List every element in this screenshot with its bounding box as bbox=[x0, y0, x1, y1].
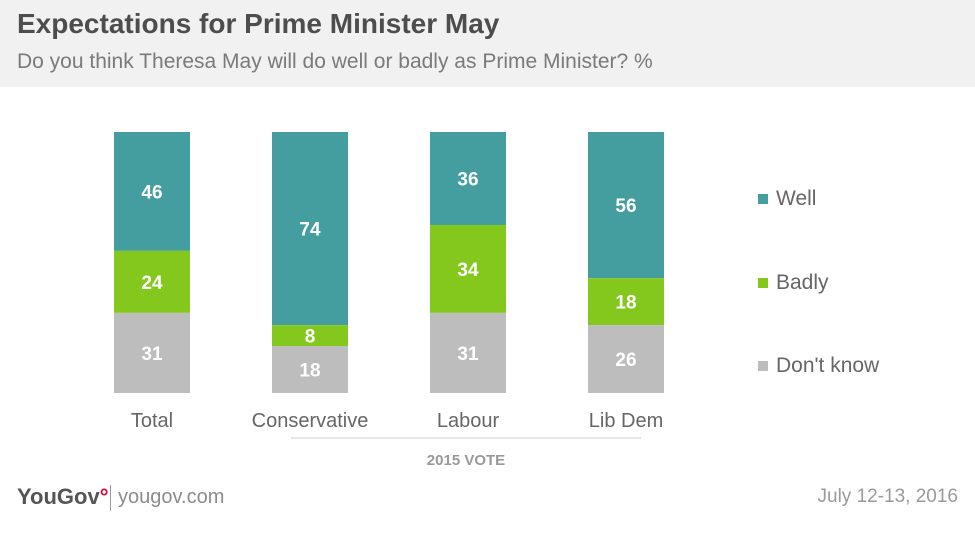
data-label-conservative-don-t-know: 18 bbox=[299, 361, 320, 382]
footer-date: July 12-13, 2016 bbox=[817, 486, 959, 507]
bar-total-badly bbox=[114, 250, 190, 313]
bar-conservative-well bbox=[272, 132, 348, 326]
bar-lib-dem-badly bbox=[588, 278, 664, 326]
bar-conservative-badly bbox=[272, 325, 348, 347]
bar-labour-badly bbox=[430, 225, 506, 313]
footer-divider bbox=[110, 485, 111, 511]
category-label-lib-dem: Lib Dem bbox=[589, 410, 663, 432]
bar-labour-don-t-know bbox=[430, 312, 506, 393]
legend-swatch-dont-know bbox=[758, 361, 768, 371]
data-label-conservative-well: 74 bbox=[299, 220, 321, 241]
bar-lib-dem-don-t-know bbox=[588, 325, 664, 393]
data-label-total-don-t-know: 31 bbox=[141, 344, 163, 365]
stacked-bar-chart: 46 24 31 Total 74 8 18 Conservative 36 34 31 Labour… bbox=[114, 132, 664, 439]
chart-subtitle: Do you think Theresa May will do well or… bbox=[17, 50, 653, 73]
data-label-labour-well: 36 bbox=[457, 170, 478, 191]
category-label-labour: Labour bbox=[437, 410, 500, 432]
legend-label-well: Well bbox=[776, 187, 817, 210]
category-label-total: Total bbox=[131, 410, 173, 432]
logo-mark: ° bbox=[99, 484, 109, 509]
chart-header: Expectations for Prime Minister May Do y… bbox=[0, 0, 975, 87]
data-label-total-badly: 24 bbox=[141, 273, 163, 294]
group-label-2015-vote: 2015 VOTE bbox=[426, 452, 506, 469]
data-label-labour-don-t-know: 31 bbox=[457, 344, 479, 365]
data-label-lib-dem-badly: 18 bbox=[615, 293, 636, 314]
yougov-logo: YouGov° bbox=[17, 484, 109, 510]
legend-swatch-badly bbox=[758, 278, 768, 288]
data-label-lib-dem-well: 56 bbox=[615, 196, 636, 217]
legend-label-badly: Badly bbox=[776, 271, 829, 294]
data-label-labour-badly: 34 bbox=[457, 260, 479, 281]
data-label-conservative-badly: 8 bbox=[305, 327, 316, 348]
footer-site-link[interactable]: yougov.com bbox=[118, 486, 225, 508]
data-label-lib-dem-don-t-know: 26 bbox=[615, 350, 636, 371]
bar-labour-well bbox=[430, 132, 506, 226]
data-label-total-well: 46 bbox=[141, 182, 162, 203]
bar-conservative-don-t-know bbox=[272, 346, 348, 393]
bar-lib-dem-well bbox=[588, 132, 664, 279]
bar-total-don-t-know bbox=[114, 312, 190, 393]
logo-text: YouGov bbox=[17, 484, 100, 509]
chart-title: Expectations for Prime Minister May bbox=[17, 8, 500, 39]
legend-swatch-well bbox=[758, 194, 768, 204]
legend-label-dont-know: Don't know bbox=[776, 354, 880, 377]
category-label-conservative: Conservative bbox=[252, 410, 369, 432]
bar-total-well bbox=[114, 132, 190, 251]
